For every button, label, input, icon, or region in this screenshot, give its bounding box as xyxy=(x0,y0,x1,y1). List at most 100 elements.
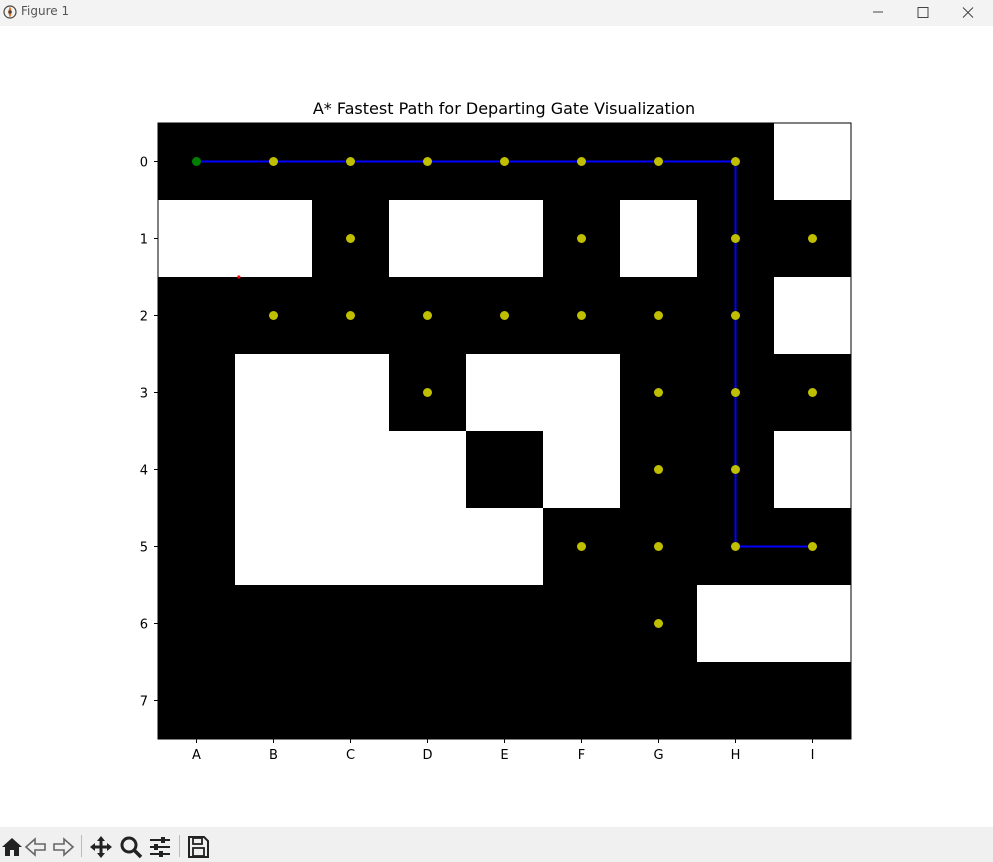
y-tick-label: 6 xyxy=(140,618,148,633)
grid-cell xyxy=(235,508,313,586)
grid-cell xyxy=(774,585,852,663)
y-tick-label: 5 xyxy=(140,541,148,556)
window-title: Figure 1 xyxy=(21,4,70,18)
minimize-button[interactable] xyxy=(855,0,901,26)
grid-cell xyxy=(312,354,390,432)
grid-cell xyxy=(312,508,390,586)
explored-point xyxy=(731,388,740,397)
grid-cell xyxy=(158,431,236,509)
grid-cell xyxy=(389,508,467,586)
grid-cell xyxy=(235,662,313,740)
points-layer xyxy=(192,157,817,628)
back-arrow-icon xyxy=(24,837,46,857)
forward-arrow-icon xyxy=(53,837,75,857)
explored-point xyxy=(577,542,586,551)
save-button[interactable] xyxy=(186,835,210,859)
explored-point xyxy=(731,465,740,474)
maximize-icon xyxy=(917,7,929,18)
explored-point xyxy=(808,542,817,551)
back-button[interactable] xyxy=(24,835,48,859)
grid-cell xyxy=(697,585,775,663)
x-axis-ticks: A B C D E F G H I xyxy=(192,739,814,763)
explored-point xyxy=(346,311,355,320)
toolbar-separator xyxy=(81,835,82,857)
start-point xyxy=(192,157,201,166)
explored-point xyxy=(269,157,278,166)
x-tick-label: G xyxy=(653,748,663,763)
zoom-icon xyxy=(120,836,143,859)
save-icon xyxy=(188,836,209,858)
path-line xyxy=(196,160,813,548)
grid-cell xyxy=(158,508,236,586)
window-titlebar: Figure 1 xyxy=(0,0,993,26)
explored-point xyxy=(654,542,663,551)
grid-cell xyxy=(620,662,698,740)
grid-cell xyxy=(466,508,544,586)
explored-point xyxy=(654,157,663,166)
y-tick-label: 4 xyxy=(140,464,148,479)
explored-point xyxy=(500,157,509,166)
x-tick-label: E xyxy=(500,748,508,763)
figure-canvas: A* Fastest Path for Departing Gate Visua… xyxy=(0,26,993,827)
chart-svg: A* Fastest Path for Departing Gate Visua… xyxy=(140,99,852,763)
grid-cell xyxy=(774,431,852,509)
grid-cell xyxy=(697,662,775,740)
grid-cell xyxy=(466,662,544,740)
grid-cell xyxy=(466,431,544,509)
app-icon xyxy=(3,5,17,19)
grid-cell xyxy=(312,662,390,740)
chart-title: A* Fastest Path for Departing Gate Visua… xyxy=(313,99,695,118)
explored-point xyxy=(577,311,586,320)
x-tick-label: A xyxy=(192,748,201,763)
grid-cell xyxy=(235,431,313,509)
grid-cell xyxy=(466,585,544,663)
grid-cell xyxy=(312,431,390,509)
pan-icon xyxy=(90,836,112,858)
zoom-button[interactable] xyxy=(119,835,143,859)
forward-button[interactable] xyxy=(51,835,75,859)
explored-point xyxy=(346,157,355,166)
home-icon xyxy=(2,838,22,856)
grid-cell xyxy=(543,354,621,432)
grid-cell xyxy=(389,585,467,663)
grid-cell xyxy=(389,662,467,740)
navigation-toolbar xyxy=(0,827,993,862)
explored-point xyxy=(731,234,740,243)
grid-cell xyxy=(235,200,313,278)
explored-point xyxy=(269,311,278,320)
grid-cell xyxy=(774,123,852,201)
y-tick-label: 0 xyxy=(140,156,148,171)
close-button[interactable] xyxy=(945,0,991,26)
y-tick-label: 2 xyxy=(140,310,148,325)
y-tick-label: 7 xyxy=(140,695,148,710)
explored-point xyxy=(346,234,355,243)
grid-cell xyxy=(158,354,236,432)
explored-point xyxy=(423,388,432,397)
pan-button[interactable] xyxy=(89,835,113,859)
maximize-button[interactable] xyxy=(900,0,946,26)
explored-point xyxy=(423,311,432,320)
grid-cells xyxy=(158,123,852,740)
explored-point xyxy=(654,619,663,628)
x-tick-label: H xyxy=(731,748,741,763)
explored-point xyxy=(808,234,817,243)
x-tick-label: C xyxy=(346,748,355,763)
home-button[interactable] xyxy=(0,835,24,859)
explored-point xyxy=(654,465,663,474)
grid-cell xyxy=(235,354,313,432)
explored-point xyxy=(654,388,663,397)
toolbar-separator xyxy=(179,835,180,857)
minimize-icon xyxy=(873,11,883,13)
grid-cell xyxy=(158,662,236,740)
explored-point xyxy=(577,157,586,166)
explored-point xyxy=(808,388,817,397)
x-tick-label: D xyxy=(422,748,432,763)
explored-point xyxy=(731,542,740,551)
x-tick-label: F xyxy=(578,748,585,763)
grid-cell xyxy=(543,431,621,509)
grid-cell xyxy=(158,585,236,663)
configure-subplots-button[interactable] xyxy=(148,835,172,859)
grid-cell xyxy=(235,585,313,663)
grid-cell xyxy=(389,431,467,509)
grid-cell xyxy=(543,662,621,740)
